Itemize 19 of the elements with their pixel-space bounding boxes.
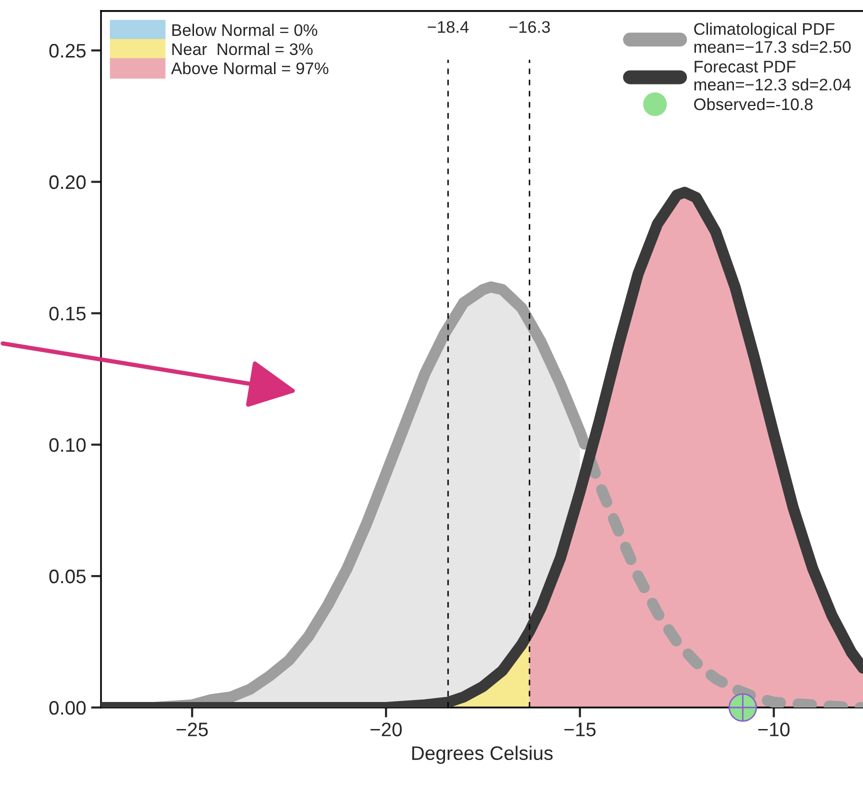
y-tick-label: 0.05 — [49, 570, 86, 584]
legend-label: Near Normal = 3% — [172, 42, 313, 56]
x-tick-label: −20 — [370, 722, 402, 736]
legend-label: Observed=-10.8 — [694, 98, 813, 110]
y-tick-label: 0.10 — [49, 438, 86, 452]
x-axis-title: Degrees Celsius — [412, 746, 553, 764]
x-tick-label: −15 — [564, 722, 596, 736]
ref-line-label: −18.4 — [428, 21, 469, 33]
legend-label: Climatological PDF mean=−17.3 sd=2.50 — [694, 22, 851, 53]
x-tick-label: −25 — [176, 722, 208, 736]
y-tick-label: 0.15 — [49, 306, 86, 320]
legend-label: Forecast PDF mean=−12.3 sd=2.04 — [694, 60, 851, 91]
y-tick-label: 0.00 — [49, 700, 86, 715]
y-tick-label: 0.25 — [49, 44, 86, 58]
legend-label: Below Normal = 0% — [172, 24, 318, 36]
legend-label: Above Normal = 97% — [171, 62, 328, 74]
x-tick-label: −10 — [758, 722, 790, 736]
ref-line-label: −16.3 — [509, 21, 550, 33]
y-tick-label: 0.20 — [49, 175, 86, 190]
